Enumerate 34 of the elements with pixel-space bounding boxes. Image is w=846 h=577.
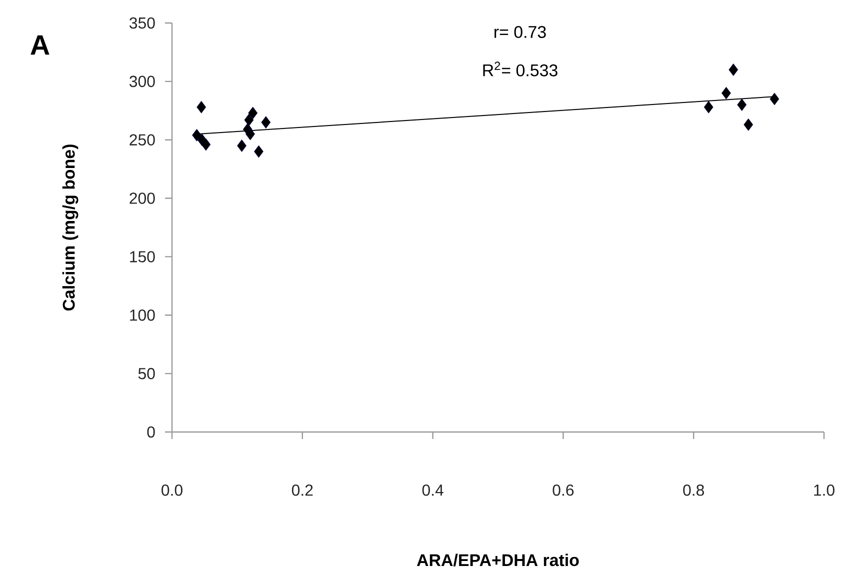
point [248,106,258,120]
x-tick-label: 0.6 [552,484,574,496]
text: A [30,35,50,55]
x-tick-label: 0.8 [683,484,704,496]
point [254,145,264,158]
point [737,98,747,111]
point [246,128,255,140]
point [192,128,202,142]
y-tick-label: 0 [147,426,155,438]
y-tick-label: 50 [138,368,155,380]
y-tick-label: 250 [130,134,155,146]
point [744,118,754,131]
point [196,100,206,114]
y-tick-label: 200 [130,192,155,204]
point [770,92,780,106]
x-axis-title: ARA/EPA+DHA ratio [416,554,579,566]
annotation: R$^{2}$= 0.533 [483,62,558,76]
y-tick-label: 350 [129,17,155,29]
point [237,140,246,152]
x-tick-label: 0.0 [162,484,182,496]
annotation: r= 0.73 [494,26,546,38]
y-tick-label: 100 [130,310,155,321]
point [261,116,271,129]
point [244,114,254,126]
x-tick-label: 1.0 [814,484,834,496]
y-tick-label: 300 [129,76,155,88]
point [728,64,738,76]
x-tick-label: 0.4 [422,484,444,496]
point [722,86,731,100]
y-axis-title: Calcium (mg/g bone) [62,144,78,311]
point [201,138,211,151]
y-tick-label: 150 [130,251,155,262]
point [704,100,714,114]
x-tick-label: 0.2 [292,484,313,496]
